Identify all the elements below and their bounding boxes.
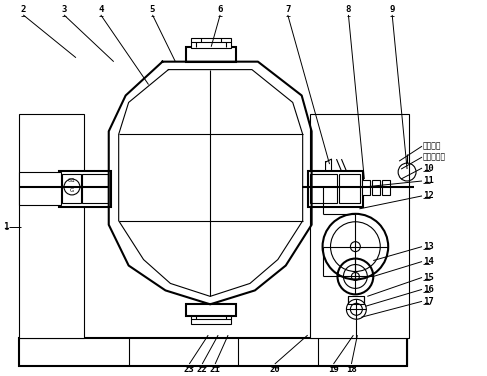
Bar [362, 180, 370, 195]
Text: 12: 12 [423, 191, 434, 200]
Text: 13: 13 [423, 242, 434, 251]
Text: 19: 19 [328, 365, 339, 374]
Text: 22: 22 [197, 365, 207, 374]
Bar [19, 114, 84, 338]
Text: 17: 17 [423, 297, 434, 306]
Text: G1: G1 [68, 179, 76, 183]
Bar [82, 174, 108, 203]
Text: 8: 8 [346, 5, 351, 14]
Text: 16: 16 [423, 285, 434, 294]
Text: 15: 15 [423, 273, 434, 282]
Bar [382, 180, 390, 195]
Bar [19, 338, 407, 366]
Bar [62, 174, 81, 203]
Text: 2: 2 [20, 5, 26, 14]
Bar [310, 174, 337, 203]
Bar [372, 180, 380, 195]
Text: 11: 11 [423, 176, 434, 185]
Text: 23: 23 [184, 365, 195, 374]
Bar [19, 172, 61, 205]
Text: 7: 7 [285, 5, 290, 14]
Text: 真空接口: 真空接口 [423, 142, 442, 151]
Bar [308, 171, 363, 207]
Text: 9: 9 [390, 5, 395, 14]
Text: 温度传感器: 温度传感器 [423, 153, 446, 162]
Bar [191, 38, 231, 48]
Bar [59, 171, 111, 207]
Bar [187, 304, 236, 316]
Text: 6: 6 [217, 5, 223, 14]
Bar [348, 296, 364, 304]
Text: 18: 18 [346, 365, 357, 374]
Bar [339, 174, 360, 203]
Text: 4: 4 [98, 5, 103, 14]
Bar [187, 47, 236, 62]
Text: 20: 20 [269, 365, 280, 374]
Text: 1: 1 [3, 222, 8, 231]
Text: 14: 14 [423, 257, 434, 266]
Bar [310, 114, 409, 338]
Text: G: G [70, 188, 74, 193]
Text: 3: 3 [61, 5, 67, 14]
Text: 21: 21 [210, 365, 221, 374]
Text: 10: 10 [423, 164, 434, 173]
Text: 5: 5 [150, 5, 155, 14]
Bar [191, 316, 231, 324]
